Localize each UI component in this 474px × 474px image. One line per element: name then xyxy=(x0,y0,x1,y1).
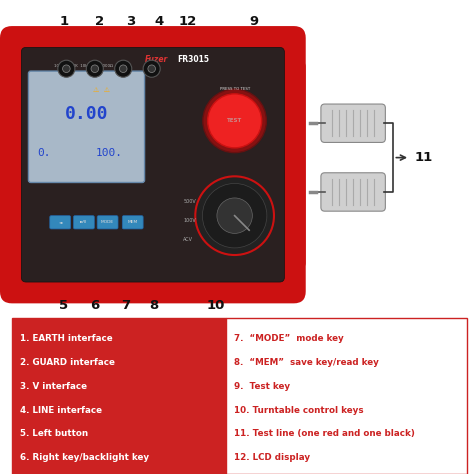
Circle shape xyxy=(195,176,274,255)
Text: TEST: TEST xyxy=(227,118,242,123)
Bar xyxy=(12,318,226,474)
Text: Fuzer: Fuzer xyxy=(145,55,168,64)
Circle shape xyxy=(58,60,75,77)
Circle shape xyxy=(63,65,70,73)
Text: 5. Left button: 5. Left button xyxy=(20,429,89,438)
Text: MEM: MEM xyxy=(128,220,138,224)
Text: 12. LCD display: 12. LCD display xyxy=(234,453,310,462)
Text: ACV: ACV xyxy=(183,237,193,242)
Text: 100.: 100. xyxy=(95,148,122,158)
Bar xyxy=(226,318,467,474)
Text: 1. EARTH interface: 1. EARTH interface xyxy=(20,335,113,343)
FancyBboxPatch shape xyxy=(321,173,385,211)
Circle shape xyxy=(202,183,267,248)
Text: MODE: MODE xyxy=(101,220,114,224)
Text: 6. Right key/backlight key: 6. Right key/backlight key xyxy=(20,453,149,462)
Circle shape xyxy=(91,65,99,73)
Text: 7: 7 xyxy=(121,299,130,312)
Text: 1: 1 xyxy=(59,15,69,28)
Text: 8.  “MEM”  save key/read key: 8. “MEM” save key/read key xyxy=(234,358,379,367)
Text: 100   1000K  10k  100  1000Ω   Ω: 100 1000K 10k 100 1000Ω Ω xyxy=(54,64,119,68)
Text: 0.: 0. xyxy=(37,148,51,158)
Text: 100V: 100V xyxy=(183,218,196,223)
Text: 5: 5 xyxy=(59,299,69,312)
Text: 9: 9 xyxy=(249,15,258,28)
FancyBboxPatch shape xyxy=(0,62,24,268)
Text: 6: 6 xyxy=(90,299,100,312)
Text: FR3015: FR3015 xyxy=(178,55,210,64)
Text: 3. V interface: 3. V interface xyxy=(20,382,87,391)
Text: 4. LINE interface: 4. LINE interface xyxy=(20,406,102,414)
Circle shape xyxy=(203,89,266,153)
FancyBboxPatch shape xyxy=(282,62,306,268)
Circle shape xyxy=(143,60,160,77)
Text: 0.00: 0.00 xyxy=(65,105,108,123)
Circle shape xyxy=(115,60,132,77)
FancyBboxPatch shape xyxy=(21,47,284,282)
FancyBboxPatch shape xyxy=(97,216,118,229)
Circle shape xyxy=(119,65,127,73)
Text: 500V: 500V xyxy=(183,199,196,204)
Circle shape xyxy=(208,94,262,148)
Text: PRESS TO TEST: PRESS TO TEST xyxy=(219,88,250,91)
Text: 9.  Test key: 9. Test key xyxy=(234,382,291,391)
FancyBboxPatch shape xyxy=(28,71,145,182)
Circle shape xyxy=(217,198,252,233)
Circle shape xyxy=(148,65,155,73)
Text: ►/II: ►/II xyxy=(80,220,88,224)
Text: 8: 8 xyxy=(149,299,159,312)
Text: 11. Test line (one red and one black): 11. Test line (one red and one black) xyxy=(234,429,415,438)
Text: ◄: ◄ xyxy=(58,220,62,224)
Text: 4: 4 xyxy=(154,15,164,28)
Text: 2. GUARD interface: 2. GUARD interface xyxy=(20,358,115,367)
FancyBboxPatch shape xyxy=(321,104,385,143)
Circle shape xyxy=(86,60,103,77)
FancyBboxPatch shape xyxy=(50,216,71,229)
Text: 3: 3 xyxy=(126,15,135,28)
Text: ⚠  ⚠: ⚠ ⚠ xyxy=(93,87,110,93)
Text: 10. Turntable control keys: 10. Turntable control keys xyxy=(234,406,364,414)
Text: 2: 2 xyxy=(95,15,104,28)
Text: 12: 12 xyxy=(178,15,196,28)
FancyBboxPatch shape xyxy=(73,216,94,229)
FancyBboxPatch shape xyxy=(0,26,306,303)
Text: 7.  “MODE”  mode key: 7. “MODE” mode key xyxy=(234,335,344,343)
Text: 11: 11 xyxy=(415,151,433,164)
Text: 10: 10 xyxy=(207,299,225,312)
FancyBboxPatch shape xyxy=(122,216,143,229)
